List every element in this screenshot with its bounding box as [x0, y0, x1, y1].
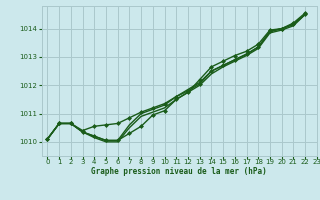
X-axis label: Graphe pression niveau de la mer (hPa): Graphe pression niveau de la mer (hPa) — [91, 167, 267, 176]
